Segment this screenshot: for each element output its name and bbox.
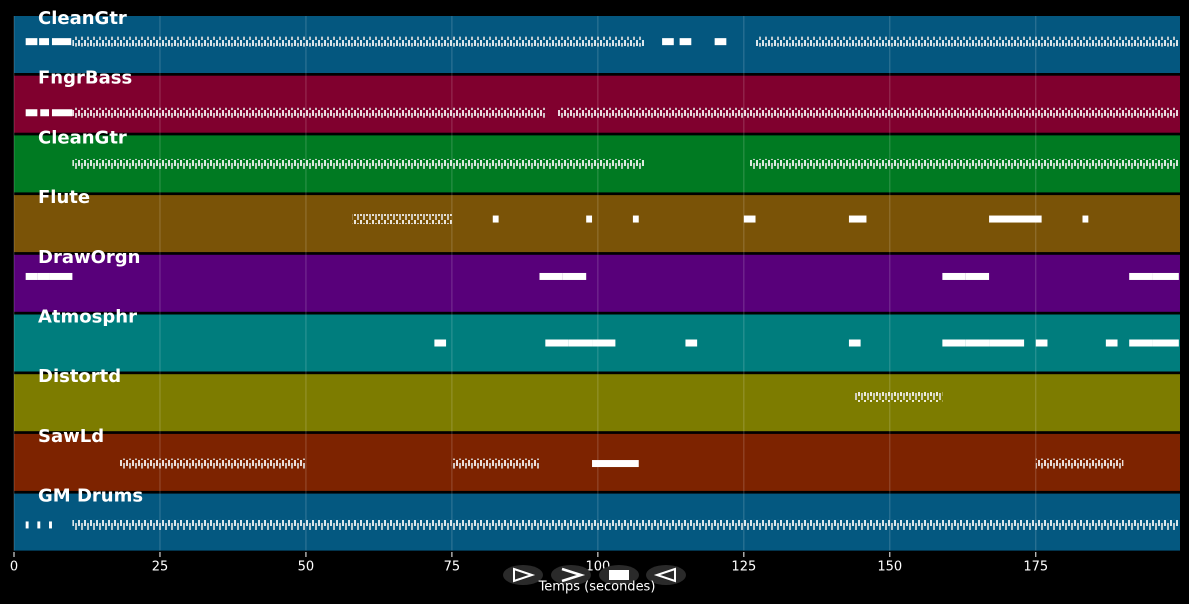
track-background (14, 75, 1180, 133)
note (685, 339, 698, 347)
note (72, 36, 645, 47)
note (1152, 339, 1179, 347)
note (49, 521, 52, 529)
note (942, 272, 966, 280)
track-name: CleanGtr (38, 127, 127, 148)
note (714, 38, 727, 46)
note (539, 272, 563, 280)
back-button[interactable] (646, 565, 686, 585)
note (434, 339, 447, 347)
track-background (14, 254, 1180, 312)
note (72, 158, 645, 169)
note (25, 38, 38, 46)
note (562, 272, 587, 280)
note (40, 109, 50, 117)
note (51, 109, 73, 117)
play-button[interactable] (503, 565, 543, 585)
note (352, 214, 452, 225)
note (942, 339, 966, 347)
note (679, 38, 692, 46)
forward-button[interactable] (551, 565, 591, 585)
note (592, 339, 616, 347)
x-tick-label: 25 (152, 560, 169, 575)
note (49, 272, 73, 280)
track-name: Flute (38, 187, 90, 208)
note (492, 215, 499, 223)
note (119, 458, 306, 469)
note (632, 215, 639, 223)
x-tick-label: 50 (298, 560, 315, 575)
note (989, 339, 1025, 347)
x-tick-label: 150 (877, 560, 902, 575)
note (568, 339, 593, 347)
note (1129, 272, 1153, 280)
note (755, 36, 1179, 47)
note (965, 272, 990, 280)
note (37, 521, 41, 529)
note (37, 272, 50, 280)
x-axis-label: Temps (secondes) (538, 580, 656, 595)
track-background (14, 374, 1180, 432)
note (749, 158, 1179, 169)
track-name: Distortd (38, 366, 121, 387)
note (592, 460, 639, 468)
note (1035, 458, 1124, 469)
note (586, 215, 593, 223)
x-tick-label: 75 (444, 560, 461, 575)
note (965, 339, 990, 347)
stop-button[interactable] (599, 565, 639, 585)
x-tick-label: 0 (10, 560, 18, 575)
track-name: DrawOrgn (38, 247, 140, 268)
playback-controls (503, 565, 686, 585)
note (1105, 339, 1118, 347)
track-name: FngrBass (38, 68, 132, 89)
note (1129, 339, 1153, 347)
note (72, 519, 1179, 530)
track-background (14, 195, 1180, 253)
note (662, 38, 674, 46)
note (557, 107, 1179, 118)
note (25, 521, 29, 529)
note (1082, 215, 1089, 223)
note (1152, 272, 1179, 280)
x-tick-label: 175 (1023, 560, 1048, 575)
note (848, 339, 861, 347)
note (848, 215, 867, 223)
track-name: SawLd (38, 426, 104, 447)
note (451, 458, 540, 469)
note (989, 215, 1042, 223)
track-name: GM Drums (38, 486, 143, 507)
track-name: Atmosphr (38, 307, 137, 328)
track-name: CleanGtr (38, 8, 127, 29)
note (1035, 339, 1048, 347)
note (51, 38, 72, 46)
note (743, 215, 756, 223)
note (39, 38, 50, 46)
note (854, 392, 943, 402)
note (25, 109, 38, 117)
x-tick-label: 125 (731, 560, 756, 575)
note (25, 272, 38, 280)
note (72, 107, 546, 118)
note (545, 339, 569, 347)
